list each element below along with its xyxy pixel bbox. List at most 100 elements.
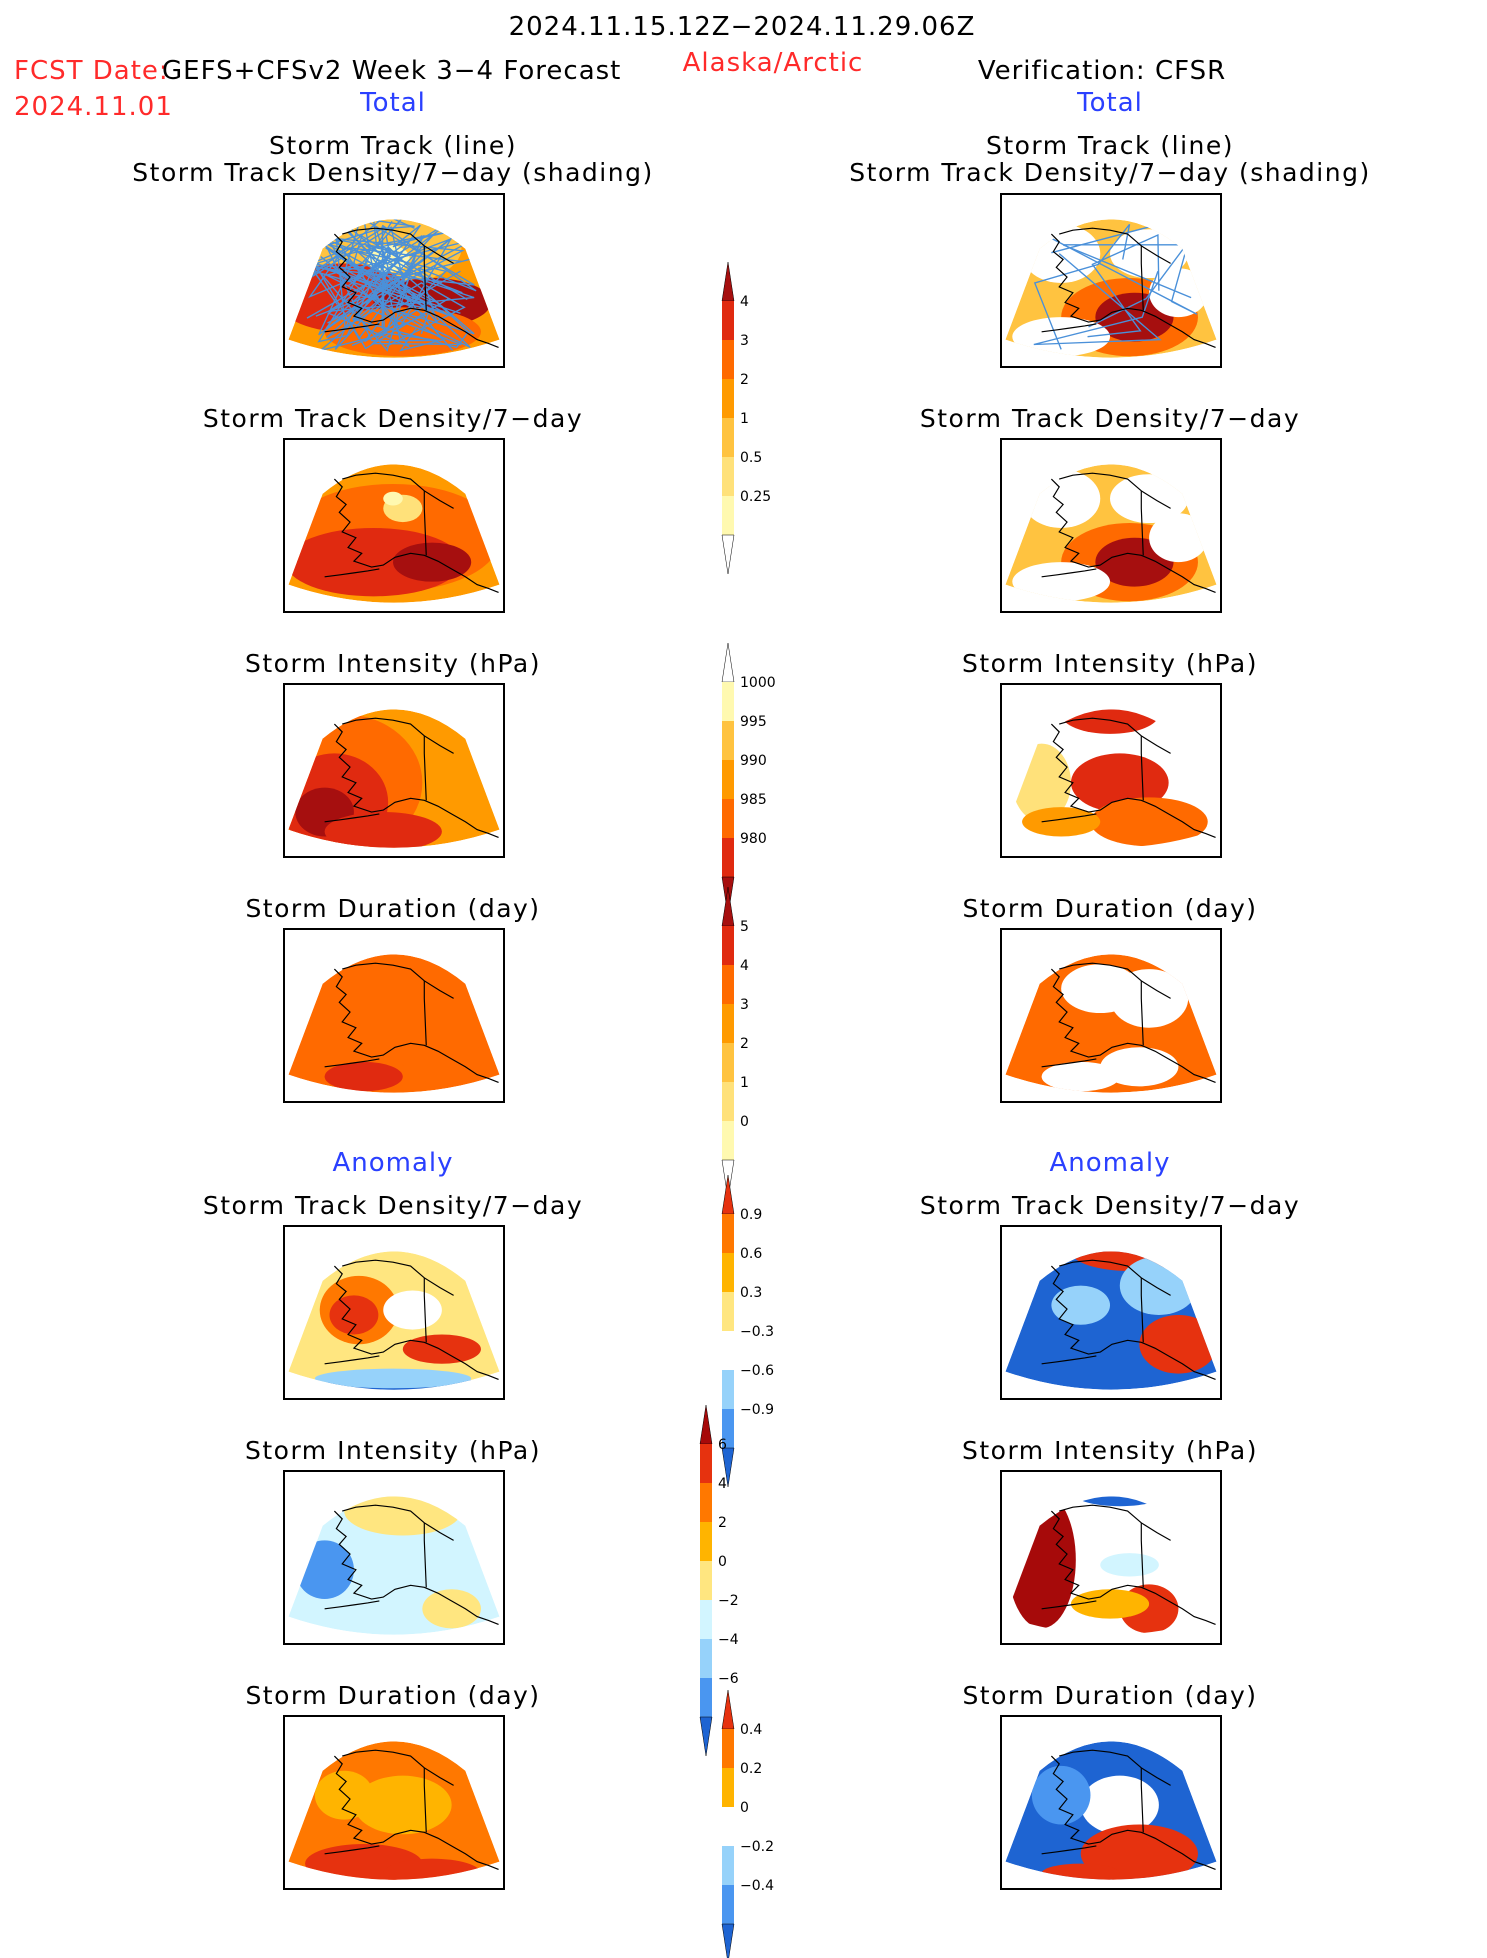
colorbar-swatch — [700, 1561, 712, 1600]
colorbar-tick-label: 1 — [740, 1075, 749, 1091]
colorbar-swatch — [722, 1331, 734, 1370]
colorbar-tick-label: 3 — [740, 333, 749, 349]
coastline — [423, 980, 427, 1046]
colorbar-swatch — [722, 682, 734, 721]
coastline — [324, 1355, 380, 1365]
anomaly-label-right: Anomaly — [1049, 1148, 1171, 1178]
coastline — [423, 245, 427, 311]
track-title-line-1: Storm Track (line) — [985, 131, 1235, 160]
shaded-field — [288, 709, 500, 848]
duration-title-right: Storm Duration (day) — [962, 894, 1258, 923]
intensity-anom-title-right: Storm Intensity (hPa) — [962, 1436, 1258, 1465]
colorbar-tick-label: 4 — [740, 294, 749, 310]
colorbar-end — [721, 1174, 735, 1215]
colorbar-swatch — [722, 457, 734, 496]
colorbar-tick-label: −4 — [718, 1632, 739, 1648]
colorbar-svg: 4 3 2 1 0.5 0.25 — [721, 261, 771, 575]
map-svg — [288, 219, 500, 358]
colorbar-swatch — [722, 1004, 734, 1043]
colorbar-tick-label: 1 — [740, 411, 749, 427]
colorbar-swatch — [722, 301, 734, 340]
map-svg — [1005, 1741, 1217, 1880]
shaded-field — [288, 1496, 500, 1635]
colorbar-svg: 1000 995 990 985 980 — [721, 642, 776, 917]
colorbar-end — [721, 1923, 735, 1958]
intensity-title-left: Storm Intensity (hPa) — [245, 649, 541, 678]
coastline — [333, 478, 499, 593]
coastline — [1041, 1845, 1097, 1855]
map-density-anomaly-forecast — [283, 1225, 505, 1400]
colorbar-tick-label: 990 — [740, 753, 767, 769]
map-svg — [1005, 1496, 1217, 1635]
coastline — [1050, 723, 1216, 838]
map-svg — [288, 464, 500, 603]
colorbar-swatch — [722, 760, 734, 799]
shading-region — [1100, 1047, 1179, 1087]
colorbar-tick-label: 0 — [740, 1114, 749, 1130]
storm-track-line — [309, 219, 475, 305]
shaded-field — [1005, 709, 1217, 848]
coastline — [342, 472, 454, 509]
map-svg — [288, 709, 500, 848]
map-svg — [288, 1251, 500, 1390]
colorbar-swatch — [700, 1639, 712, 1678]
coastline — [1059, 1259, 1171, 1296]
coastline — [1050, 1265, 1216, 1380]
colorbar-tick-label: −2 — [718, 1593, 739, 1609]
track-title-right: Storm Track (line) Storm Track Density/7… — [849, 132, 1370, 186]
colorbar-swatch — [722, 1370, 734, 1409]
colorbar-end — [699, 1404, 713, 1445]
shading-region — [422, 1589, 481, 1629]
colorbar-tick-label: 995 — [740, 714, 767, 730]
shading-region — [1070, 1589, 1150, 1619]
map-svg — [1005, 954, 1217, 1093]
total-label-right: Total — [1077, 88, 1143, 118]
density-anom-title-right: Storm Track Density/7−day — [919, 1191, 1301, 1220]
storm-track-line — [320, 219, 475, 351]
colorbar-tick-label: 985 — [740, 792, 767, 808]
shading-region — [393, 542, 472, 582]
colorbar-tick-label: 2 — [740, 372, 749, 388]
track-title-line-2: Storm Track Density/7−day (shading) — [849, 158, 1371, 187]
map-duration-forecast — [283, 928, 505, 1103]
colorbar-tick-label: 0.2 — [740, 1761, 762, 1777]
coastline — [423, 1277, 427, 1343]
map-density-verification — [1000, 438, 1222, 613]
shading-region — [1070, 1251, 1189, 1271]
map-intensity-anomaly-verification — [1000, 1470, 1222, 1645]
map-duration-anomaly-forecast — [283, 1715, 505, 1890]
colorbar-intensity-total: 1000 995 990 985 980 — [721, 642, 782, 917]
shading-region — [1110, 969, 1189, 1028]
colorbar-swatch — [722, 1082, 734, 1121]
coastline — [1059, 962, 1171, 999]
storm-track-line — [326, 271, 466, 348]
colorbar-tick-label: 0.25 — [740, 489, 771, 505]
fcst-date-value: 2024.11.01 — [14, 92, 173, 122]
colorbar-swatch — [722, 1409, 734, 1448]
colorbar-tick-label: 1000 — [740, 675, 776, 691]
map-svg — [1005, 1251, 1217, 1390]
coastline — [1140, 1767, 1144, 1833]
shading-region — [314, 1770, 374, 1820]
coastline — [324, 1845, 380, 1855]
colorbar-tick-label: −0.3 — [740, 1324, 774, 1340]
coastline — [1140, 980, 1144, 1046]
colorbar-swatch — [722, 721, 734, 760]
colorbar-tick-label: 2 — [718, 1515, 727, 1531]
coastline — [342, 227, 454, 264]
coastline — [1059, 472, 1171, 509]
colorbar-svg: 5 4 3 2 1 0 — [721, 886, 749, 1200]
colorbar-svg: 6 4 2 0 −2 −4 −6 — [699, 1404, 739, 1757]
colorbar-tick-label: 2 — [740, 1036, 749, 1052]
colorbar-svg: 0.9 0.6 0.3 −0.3 −0.6 −0.9 — [721, 1174, 774, 1488]
coastline — [324, 568, 380, 578]
colorbar-swatch — [722, 1807, 734, 1846]
shading-region — [1149, 513, 1208, 563]
colorbar-tick-label: −0.6 — [740, 1363, 774, 1379]
colorbar-swatch — [700, 1600, 712, 1639]
colorbar-swatch — [722, 1885, 734, 1924]
coastline — [333, 1265, 499, 1380]
anomaly-label-left: Anomaly — [332, 1148, 454, 1178]
coastline — [1059, 1504, 1171, 1541]
shading-region — [1012, 562, 1111, 602]
